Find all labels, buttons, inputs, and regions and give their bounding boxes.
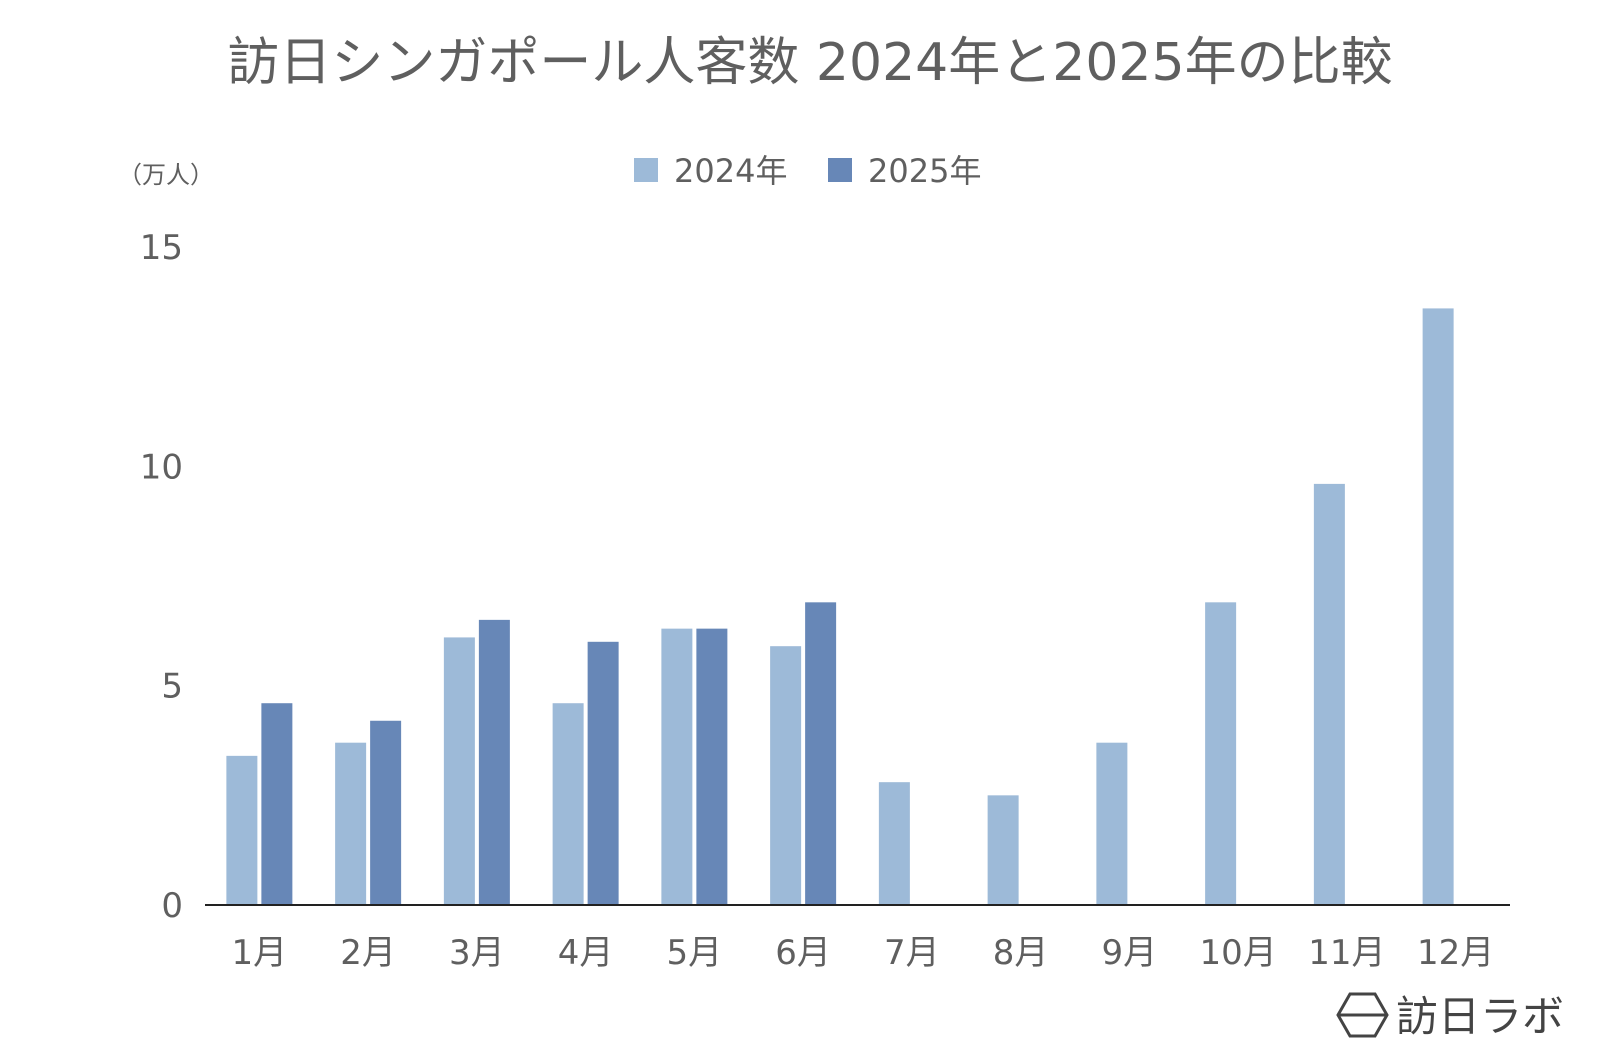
brand-text: 訪日ラボ <box>1396 992 1564 1041</box>
y-tick-label: 15 <box>140 228 183 268</box>
bar-2024年-11月 <box>1313 483 1345 905</box>
bar-2024年-2月 <box>335 742 367 905</box>
x-tick-label: 12月 <box>1417 933 1494 973</box>
bar-2024年-4月 <box>552 703 584 905</box>
bar-2024年-6月 <box>770 646 802 905</box>
y-axis-ticks: 0 5 10 15 <box>140 228 183 926</box>
brand-logo: 訪日ラボ <box>1336 992 1564 1041</box>
legend: 2024年 2025年 <box>634 152 981 190</box>
legend-swatch <box>828 158 852 182</box>
x-tick-label: 9月 <box>1102 933 1158 973</box>
y-axis-unit-label: （万人） <box>118 161 214 189</box>
x-tick-label: 7月 <box>884 933 940 973</box>
x-tick-label: 3月 <box>449 933 505 973</box>
bar-2024年-12月 <box>1422 308 1454 905</box>
bar-2024年-1月 <box>226 755 258 905</box>
bar-2024年-8月 <box>987 795 1019 905</box>
bar-2024年-10月 <box>1205 602 1237 905</box>
x-tick-label: 5月 <box>667 933 723 973</box>
hexagon-logo-icon <box>1336 992 1389 1038</box>
bar-2025年-5月 <box>696 628 728 905</box>
bar-2025年-1月 <box>261 703 293 905</box>
bar-2024年-7月 <box>878 782 910 905</box>
y-tick-label: 5 <box>161 667 183 707</box>
x-tick-label: 10月 <box>1199 933 1276 973</box>
bars <box>226 308 1454 905</box>
bar-2025年-6月 <box>805 602 837 905</box>
legend-label: 2025年 <box>868 152 981 190</box>
x-tick-label: 1月 <box>232 933 288 973</box>
x-tick-label: 11月 <box>1308 933 1385 973</box>
y-tick-label: 10 <box>140 447 183 487</box>
x-tick-label: 4月 <box>558 933 614 973</box>
legend-swatch <box>634 158 658 182</box>
x-tick-label: 2月 <box>340 933 396 973</box>
chart-title: 訪日シンガポール人客数 2024年と2025年の比較 <box>227 33 1392 93</box>
x-axis-ticks: 1月 2月 3月 4月 5月 6月 7月 8月 9月 10月 11月 12月 <box>232 933 1495 973</box>
bar-2024年-3月 <box>443 637 475 905</box>
x-tick-label: 8月 <box>993 933 1049 973</box>
bar-2024年-9月 <box>1096 742 1128 905</box>
y-tick-label: 0 <box>161 886 183 926</box>
bar-2024年-5月 <box>661 628 693 905</box>
x-tick-label: 6月 <box>775 933 831 973</box>
bar-2025年-2月 <box>370 720 402 905</box>
bar-2025年-4月 <box>587 641 619 905</box>
bar-2025年-3月 <box>478 619 510 905</box>
legend-label: 2024年 <box>674 152 787 190</box>
